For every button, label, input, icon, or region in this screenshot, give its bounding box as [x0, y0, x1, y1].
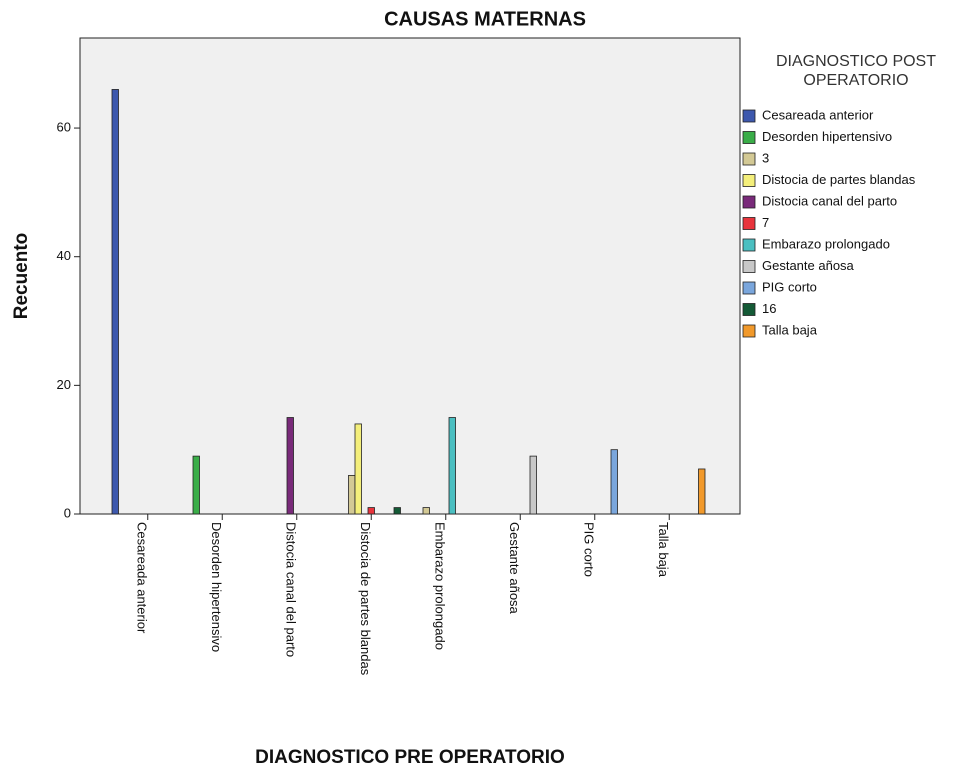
legend-swatch	[742, 303, 756, 316]
bar	[286, 417, 294, 515]
legend-label: Talla baja	[762, 322, 818, 337]
chart-title: CAUSAS MATERNAS	[384, 8, 586, 30]
legend-swatch	[742, 195, 756, 209]
legend-label: PIG corto	[762, 279, 817, 294]
y-axis-title: Recuento	[11, 233, 32, 320]
legend-swatch	[742, 152, 756, 166]
legend-swatch	[742, 281, 756, 295]
y-tick-label: 40	[57, 248, 71, 263]
legend-label: Embarazo prolongado	[762, 236, 890, 251]
bar	[111, 89, 119, 515]
x-tick-label: Distocia canal del parto	[283, 522, 298, 657]
x-tick-label: Cesareada anterior	[134, 522, 149, 634]
x-axis-title: DIAGNOSTICO PRE OPERATORIO	[255, 747, 565, 768]
legend-swatch	[742, 131, 756, 144]
legend-swatch	[742, 217, 756, 230]
bar	[192, 455, 200, 515]
legend-label: 16	[762, 301, 776, 316]
legend-title: DIAGNOSTICO POST	[776, 53, 936, 70]
x-tick-label: Embarazo prolongado	[432, 522, 447, 650]
x-tick-label: Gestante añosa	[507, 522, 522, 615]
y-tick-label: 60	[57, 119, 71, 134]
legend-swatch	[742, 324, 756, 338]
legend-label: Gestante añosa	[762, 258, 855, 273]
x-tick-label: Talla baja	[656, 522, 671, 578]
y-tick-label: 20	[57, 377, 71, 392]
plot-area	[79, 37, 741, 515]
y-tick-label: 0	[64, 505, 71, 520]
legend-swatch	[742, 174, 756, 187]
bar	[698, 468, 706, 515]
bar	[422, 507, 430, 515]
bar	[348, 475, 356, 515]
bar	[448, 417, 456, 515]
bar	[354, 423, 362, 515]
legend-label: 7	[762, 215, 769, 230]
legend-label: Cesareada anterior	[762, 107, 874, 122]
bar	[529, 455, 537, 515]
bar	[393, 507, 401, 515]
legend-title: OPERATORIO	[803, 72, 908, 89]
bar	[367, 507, 375, 515]
legend-label: 3	[762, 150, 769, 165]
x-tick-label: PIG corto	[581, 522, 596, 577]
legend-label: Desorden hipertensivo	[762, 129, 892, 144]
legend-swatch	[742, 260, 756, 273]
bar	[610, 449, 618, 515]
x-tick-label: Distocia de partes blandas	[358, 522, 373, 676]
legend-label: Distocia canal del parto	[762, 193, 897, 208]
legend-swatch	[742, 109, 756, 123]
legend-swatch	[742, 238, 756, 252]
legend-label: Distocia de partes blandas	[762, 172, 916, 187]
x-tick-label: Desorden hipertensivo	[209, 522, 224, 652]
